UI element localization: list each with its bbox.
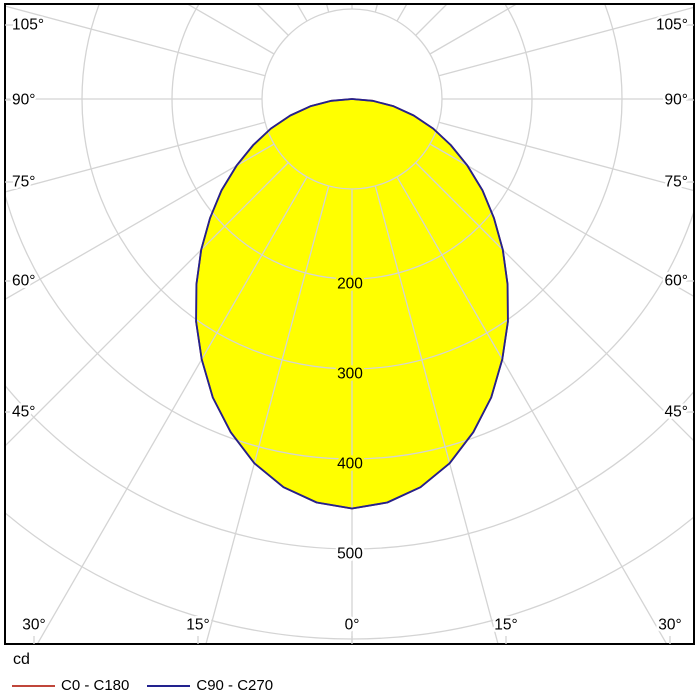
grid-spoke-30	[396, 176, 667, 643]
grid-spoke-75	[438, 121, 693, 192]
angle-label-bottom-0: 30°	[22, 617, 45, 634]
grid-spoke-300	[6, 143, 275, 300]
unit-label: cd	[13, 651, 30, 668]
grid-spoke-255	[6, 5, 266, 77]
legend-label-c90-c270: C90 - C270	[196, 677, 274, 694]
angle-label-right-4: 45°	[665, 404, 688, 421]
radial-label-400: 400	[337, 456, 363, 473]
legend: C0 - C180 C90 - C270	[12, 677, 693, 694]
angle-label-left-1: 90°	[12, 92, 35, 109]
chart-footer: cd C0 - C180 C90 - C270	[12, 651, 693, 694]
angle-label-left-4: 45°	[12, 404, 35, 421]
angle-label-bottom-1: 15°	[186, 617, 209, 634]
chart-border	[4, 3, 695, 645]
grid-spoke-315	[6, 162, 289, 446]
legend-item-c0-c180: C0 - C180	[12, 677, 129, 694]
polar-intensity-chart: 105° 90° 75° 60° 45° 105° 90° 75° 60° 45° 30° 15° 0°…	[4, 3, 695, 645]
grid-spoke-195	[326, 5, 330, 13]
legend-line-c90-c270-icon	[147, 684, 191, 687]
legend-item-c90-c270: C90 - C270	[147, 677, 273, 694]
grid-spoke-345	[205, 185, 330, 643]
angle-label-bottom-3: 15°	[494, 617, 517, 634]
radial-label-300: 300	[337, 366, 363, 383]
grid-spoke-45	[415, 162, 693, 441]
grid-spoke-15	[374, 185, 499, 643]
angle-label-right-2: 75°	[665, 174, 688, 191]
grid-spoke-60	[429, 143, 693, 297]
legend-label-c0-c180: C0 - C180	[61, 677, 130, 694]
radial-label-200: 200	[337, 276, 363, 293]
grid-spoke-165	[374, 5, 378, 13]
grid-and-curves	[6, 5, 693, 643]
angle-label-left-0: 105°	[12, 17, 44, 34]
angle-label-right-3: 60°	[665, 273, 688, 290]
grid-spoke-105	[438, 6, 693, 77]
angle-label-bottom-4: 30°	[658, 617, 681, 634]
angle-label-left-2: 75°	[12, 174, 35, 191]
grid-spoke-330	[37, 176, 308, 643]
angle-label-right-1: 90°	[665, 92, 688, 109]
angle-label-right-0: 105°	[656, 17, 688, 34]
legend-line-c0-c180-icon	[12, 684, 55, 687]
angle-label-left-3: 60°	[12, 273, 35, 290]
grid-spoke-285	[6, 121, 266, 193]
angle-label-bottom-2: 0°	[345, 617, 360, 634]
radial-label-500: 500	[337, 546, 363, 563]
curve-c90-c270	[195, 98, 509, 510]
